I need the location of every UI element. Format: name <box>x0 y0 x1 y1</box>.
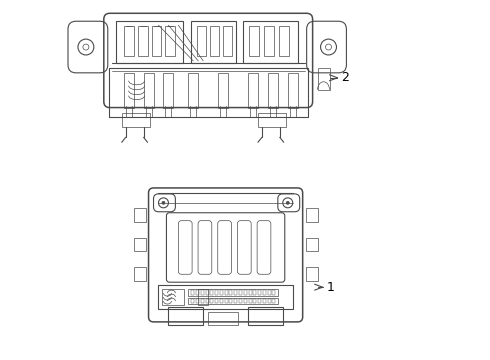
Bar <box>268 290 270 295</box>
Bar <box>206 290 209 295</box>
Bar <box>234 299 237 303</box>
Bar <box>191 21 236 63</box>
Bar <box>248 290 251 295</box>
Bar <box>151 26 162 56</box>
Bar <box>210 299 213 303</box>
Circle shape <box>162 201 165 204</box>
Bar <box>158 285 293 309</box>
Bar <box>134 208 146 222</box>
Bar <box>306 208 318 222</box>
Bar <box>253 290 256 295</box>
Bar <box>191 299 195 303</box>
Bar <box>201 290 204 295</box>
Bar <box>239 290 242 295</box>
Bar <box>215 299 218 303</box>
Bar <box>208 312 238 325</box>
Bar <box>109 68 308 117</box>
Bar <box>198 289 208 305</box>
Bar <box>264 26 274 56</box>
Bar <box>243 21 298 63</box>
Bar <box>188 73 198 108</box>
Bar <box>188 298 278 304</box>
Bar <box>134 238 146 251</box>
Bar <box>196 299 199 303</box>
Bar <box>122 113 149 127</box>
Bar <box>188 289 278 296</box>
Bar <box>258 113 286 127</box>
Bar <box>263 290 266 295</box>
Bar <box>116 21 183 63</box>
Text: 2: 2 <box>342 71 349 84</box>
Bar <box>220 290 223 295</box>
Bar <box>239 299 242 303</box>
Bar <box>123 73 134 108</box>
Bar <box>223 26 232 56</box>
Bar <box>253 299 256 303</box>
Bar <box>263 299 266 303</box>
Bar <box>215 290 218 295</box>
Bar <box>279 26 289 56</box>
Bar <box>197 26 206 56</box>
Bar <box>229 290 232 295</box>
Bar <box>272 290 275 295</box>
Bar <box>306 267 318 281</box>
Bar <box>244 290 247 295</box>
Bar <box>306 238 318 251</box>
Bar <box>244 299 247 303</box>
Bar <box>206 299 209 303</box>
Bar <box>272 299 275 303</box>
Bar <box>134 267 146 281</box>
Bar <box>163 289 184 305</box>
Bar <box>191 290 195 295</box>
Text: 1: 1 <box>326 281 334 294</box>
Bar <box>201 299 204 303</box>
Bar <box>249 26 259 56</box>
Bar <box>248 299 251 303</box>
Bar <box>144 73 153 108</box>
Bar <box>229 299 232 303</box>
Bar <box>258 299 261 303</box>
Bar <box>210 26 219 56</box>
Bar <box>220 299 223 303</box>
Bar <box>268 299 270 303</box>
Bar <box>169 307 203 325</box>
Circle shape <box>286 201 289 204</box>
Bar <box>225 290 228 295</box>
Bar <box>218 73 228 108</box>
Bar <box>123 26 134 56</box>
Bar <box>318 68 329 90</box>
Bar <box>288 73 298 108</box>
Bar <box>210 290 213 295</box>
Bar <box>164 73 173 108</box>
Bar <box>258 290 261 295</box>
Bar <box>268 73 278 108</box>
Bar <box>166 26 175 56</box>
Bar <box>196 290 199 295</box>
Bar <box>248 73 258 108</box>
Bar <box>234 290 237 295</box>
Bar <box>138 26 147 56</box>
Bar <box>248 307 283 325</box>
Bar <box>225 299 228 303</box>
